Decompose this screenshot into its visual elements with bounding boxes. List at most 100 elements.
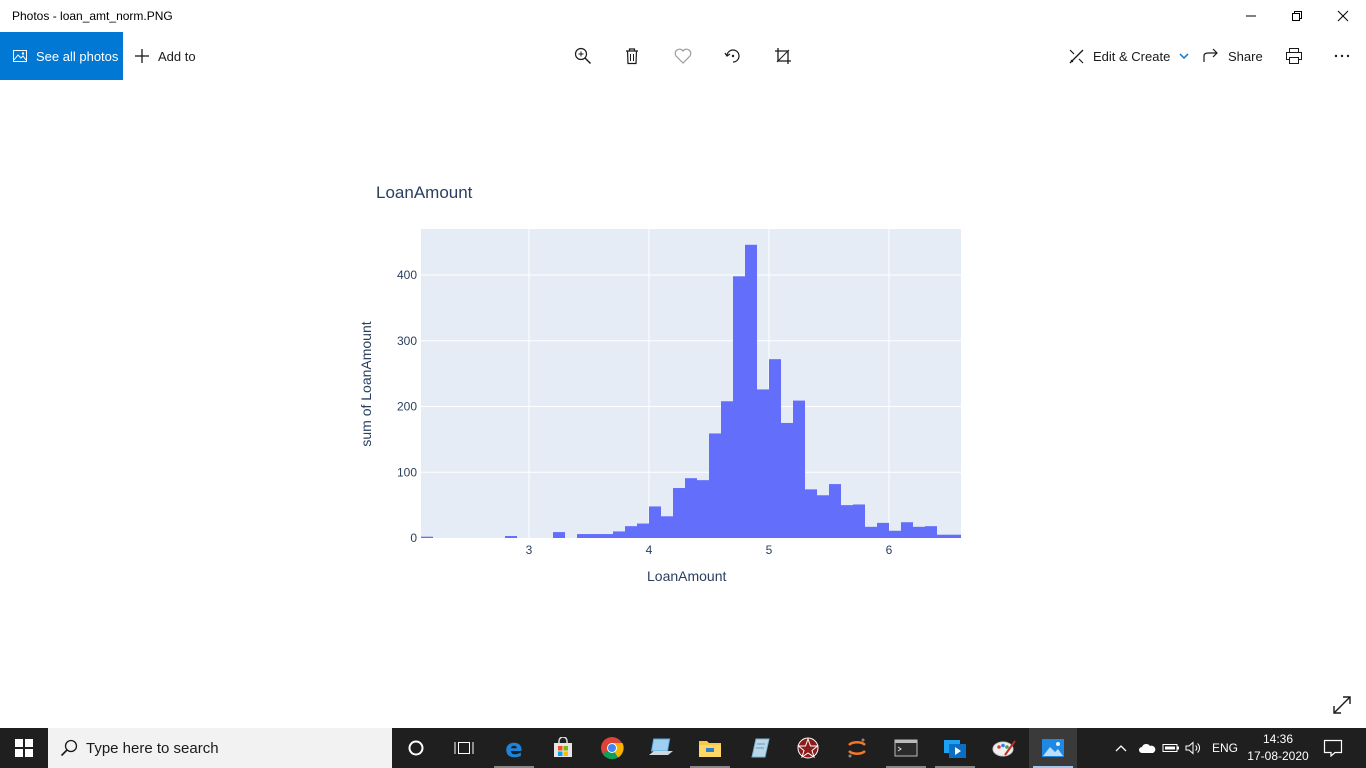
- language-indicator[interactable]: ENG: [1212, 741, 1239, 755]
- clock[interactable]: 14:36 17-08-2020: [1246, 731, 1310, 765]
- histogram-bar: [757, 389, 769, 538]
- terminal-icon[interactable]: [882, 728, 930, 768]
- edit-create-button[interactable]: Edit & Create: [1068, 32, 1190, 80]
- media-player-icon[interactable]: [931, 728, 979, 768]
- task-view-icon[interactable]: [440, 728, 488, 768]
- battery-icon[interactable]: [1162, 742, 1180, 754]
- close-button[interactable]: [1320, 0, 1366, 32]
- y-tick-label: 400: [397, 268, 417, 282]
- search-icon: [60, 739, 78, 757]
- cortana-icon[interactable]: [392, 728, 440, 768]
- histogram-bar: [673, 488, 685, 538]
- histogram-bar: [901, 522, 913, 538]
- x-tick-label: 4: [646, 543, 653, 557]
- app-star-icon[interactable]: [784, 728, 832, 768]
- histogram-bar: [769, 359, 781, 538]
- y-tick-label: 300: [397, 334, 417, 348]
- search-placeholder: Type here to search: [86, 739, 219, 757]
- paint-icon[interactable]: [980, 728, 1028, 768]
- add-to-label: Add to: [158, 48, 196, 64]
- restore-icon: [1292, 11, 1302, 21]
- histogram-bar: [949, 534, 961, 538]
- y-gridlines: [421, 274, 961, 473]
- print-icon[interactable]: [1282, 44, 1306, 68]
- start-button[interactable]: [0, 728, 48, 768]
- share-label: Share: [1228, 48, 1263, 64]
- histogram-bar: [649, 506, 661, 538]
- close-icon: [1337, 10, 1349, 22]
- restore-button[interactable]: [1274, 0, 1320, 32]
- edit-icon: [1069, 49, 1084, 63]
- x-tick-label: 5: [766, 543, 773, 557]
- histogram-bar: [925, 526, 937, 538]
- add-to-button[interactable]: Add to: [134, 32, 196, 80]
- histogram-bar: [553, 532, 565, 538]
- histogram-bar: [877, 522, 889, 538]
- histogram-bar: [805, 489, 817, 538]
- edge-icon[interactable]: e: [490, 728, 538, 768]
- store-icon[interactable]: [539, 728, 587, 768]
- expand-icon[interactable]: [1330, 693, 1354, 717]
- histogram-bar: [697, 480, 709, 538]
- zoom-in-icon[interactable]: [571, 44, 595, 68]
- onedrive-icon[interactable]: [1138, 742, 1156, 754]
- plus-icon: [135, 49, 149, 63]
- chevron-up-icon[interactable]: [1114, 743, 1128, 753]
- jupyter-icon[interactable]: [833, 728, 881, 768]
- histogram-bar: [577, 534, 589, 538]
- svg-text:e: e: [505, 736, 523, 760]
- windows-logo-icon: [15, 739, 33, 757]
- photos-icon[interactable]: [1029, 728, 1077, 768]
- histogram-bar: [721, 401, 733, 538]
- crop-icon[interactable]: [771, 44, 795, 68]
- histogram-bar: [601, 534, 613, 538]
- notification-icon[interactable]: [1310, 728, 1356, 768]
- rotate-icon[interactable]: [721, 44, 745, 68]
- taskbar-search-input[interactable]: Type here to search: [48, 728, 392, 768]
- y-tick-label: 0: [410, 531, 417, 545]
- y-tick-label: 200: [397, 400, 417, 414]
- see-all-photos-label: See all photos: [36, 48, 119, 64]
- system-tray: ENG: [1114, 728, 1238, 768]
- histogram-bar: [613, 531, 625, 538]
- chrome-icon[interactable]: [588, 728, 636, 768]
- histogram-bar: [913, 526, 925, 538]
- favorite-icon[interactable]: [671, 44, 695, 68]
- more-icon[interactable]: [1330, 44, 1354, 68]
- histogram-bars: [421, 244, 961, 538]
- histogram-bar: [685, 478, 697, 538]
- share-button[interactable]: Share: [1203, 32, 1263, 80]
- chart-title: LoanAmount: [376, 183, 473, 202]
- histogram-bar: [865, 526, 877, 538]
- histogram-bar: [853, 504, 865, 538]
- chevron-down-icon: [1179, 53, 1189, 60]
- toolbar: See all photos Add to Edit & Create Shar…: [0, 32, 1366, 80]
- see-all-photos-button[interactable]: See all photos: [0, 32, 123, 80]
- histogram-bar: [661, 516, 673, 538]
- x-axis-label: LoanAmount: [647, 568, 727, 584]
- histogram-bar: [505, 536, 517, 538]
- histogram-bar: [709, 433, 721, 538]
- taskbar: Type here to search e: [0, 728, 1366, 768]
- histogram-bar: [421, 536, 433, 538]
- histogram-bar: [817, 495, 829, 538]
- y-tick-labels: 0 100 200 300 400: [397, 268, 417, 545]
- file-explorer-icon[interactable]: [686, 728, 734, 768]
- laptop-icon[interactable]: [637, 728, 685, 768]
- edit-create-label: Edit & Create: [1093, 48, 1171, 64]
- volume-icon[interactable]: [1185, 741, 1203, 755]
- title-bar: Photos - loan_amt_norm.PNG: [0, 0, 1366, 32]
- x-tick-labels: 3 4 5 6: [526, 543, 893, 557]
- clock-time: 14:36: [1262, 732, 1294, 746]
- window-title: Photos - loan_amt_norm.PNG: [12, 9, 173, 23]
- clock-date: 17-08-2020: [1247, 749, 1309, 763]
- histogram-bar: [889, 530, 901, 538]
- notepad-icon[interactable]: [735, 728, 783, 768]
- delete-icon[interactable]: [620, 44, 644, 68]
- share-icon: [1203, 48, 1218, 62]
- histogram-bar: [781, 422, 793, 538]
- minimize-button[interactable]: [1228, 0, 1274, 32]
- histogram-bar: [793, 400, 805, 538]
- histogram-bar: [745, 244, 757, 538]
